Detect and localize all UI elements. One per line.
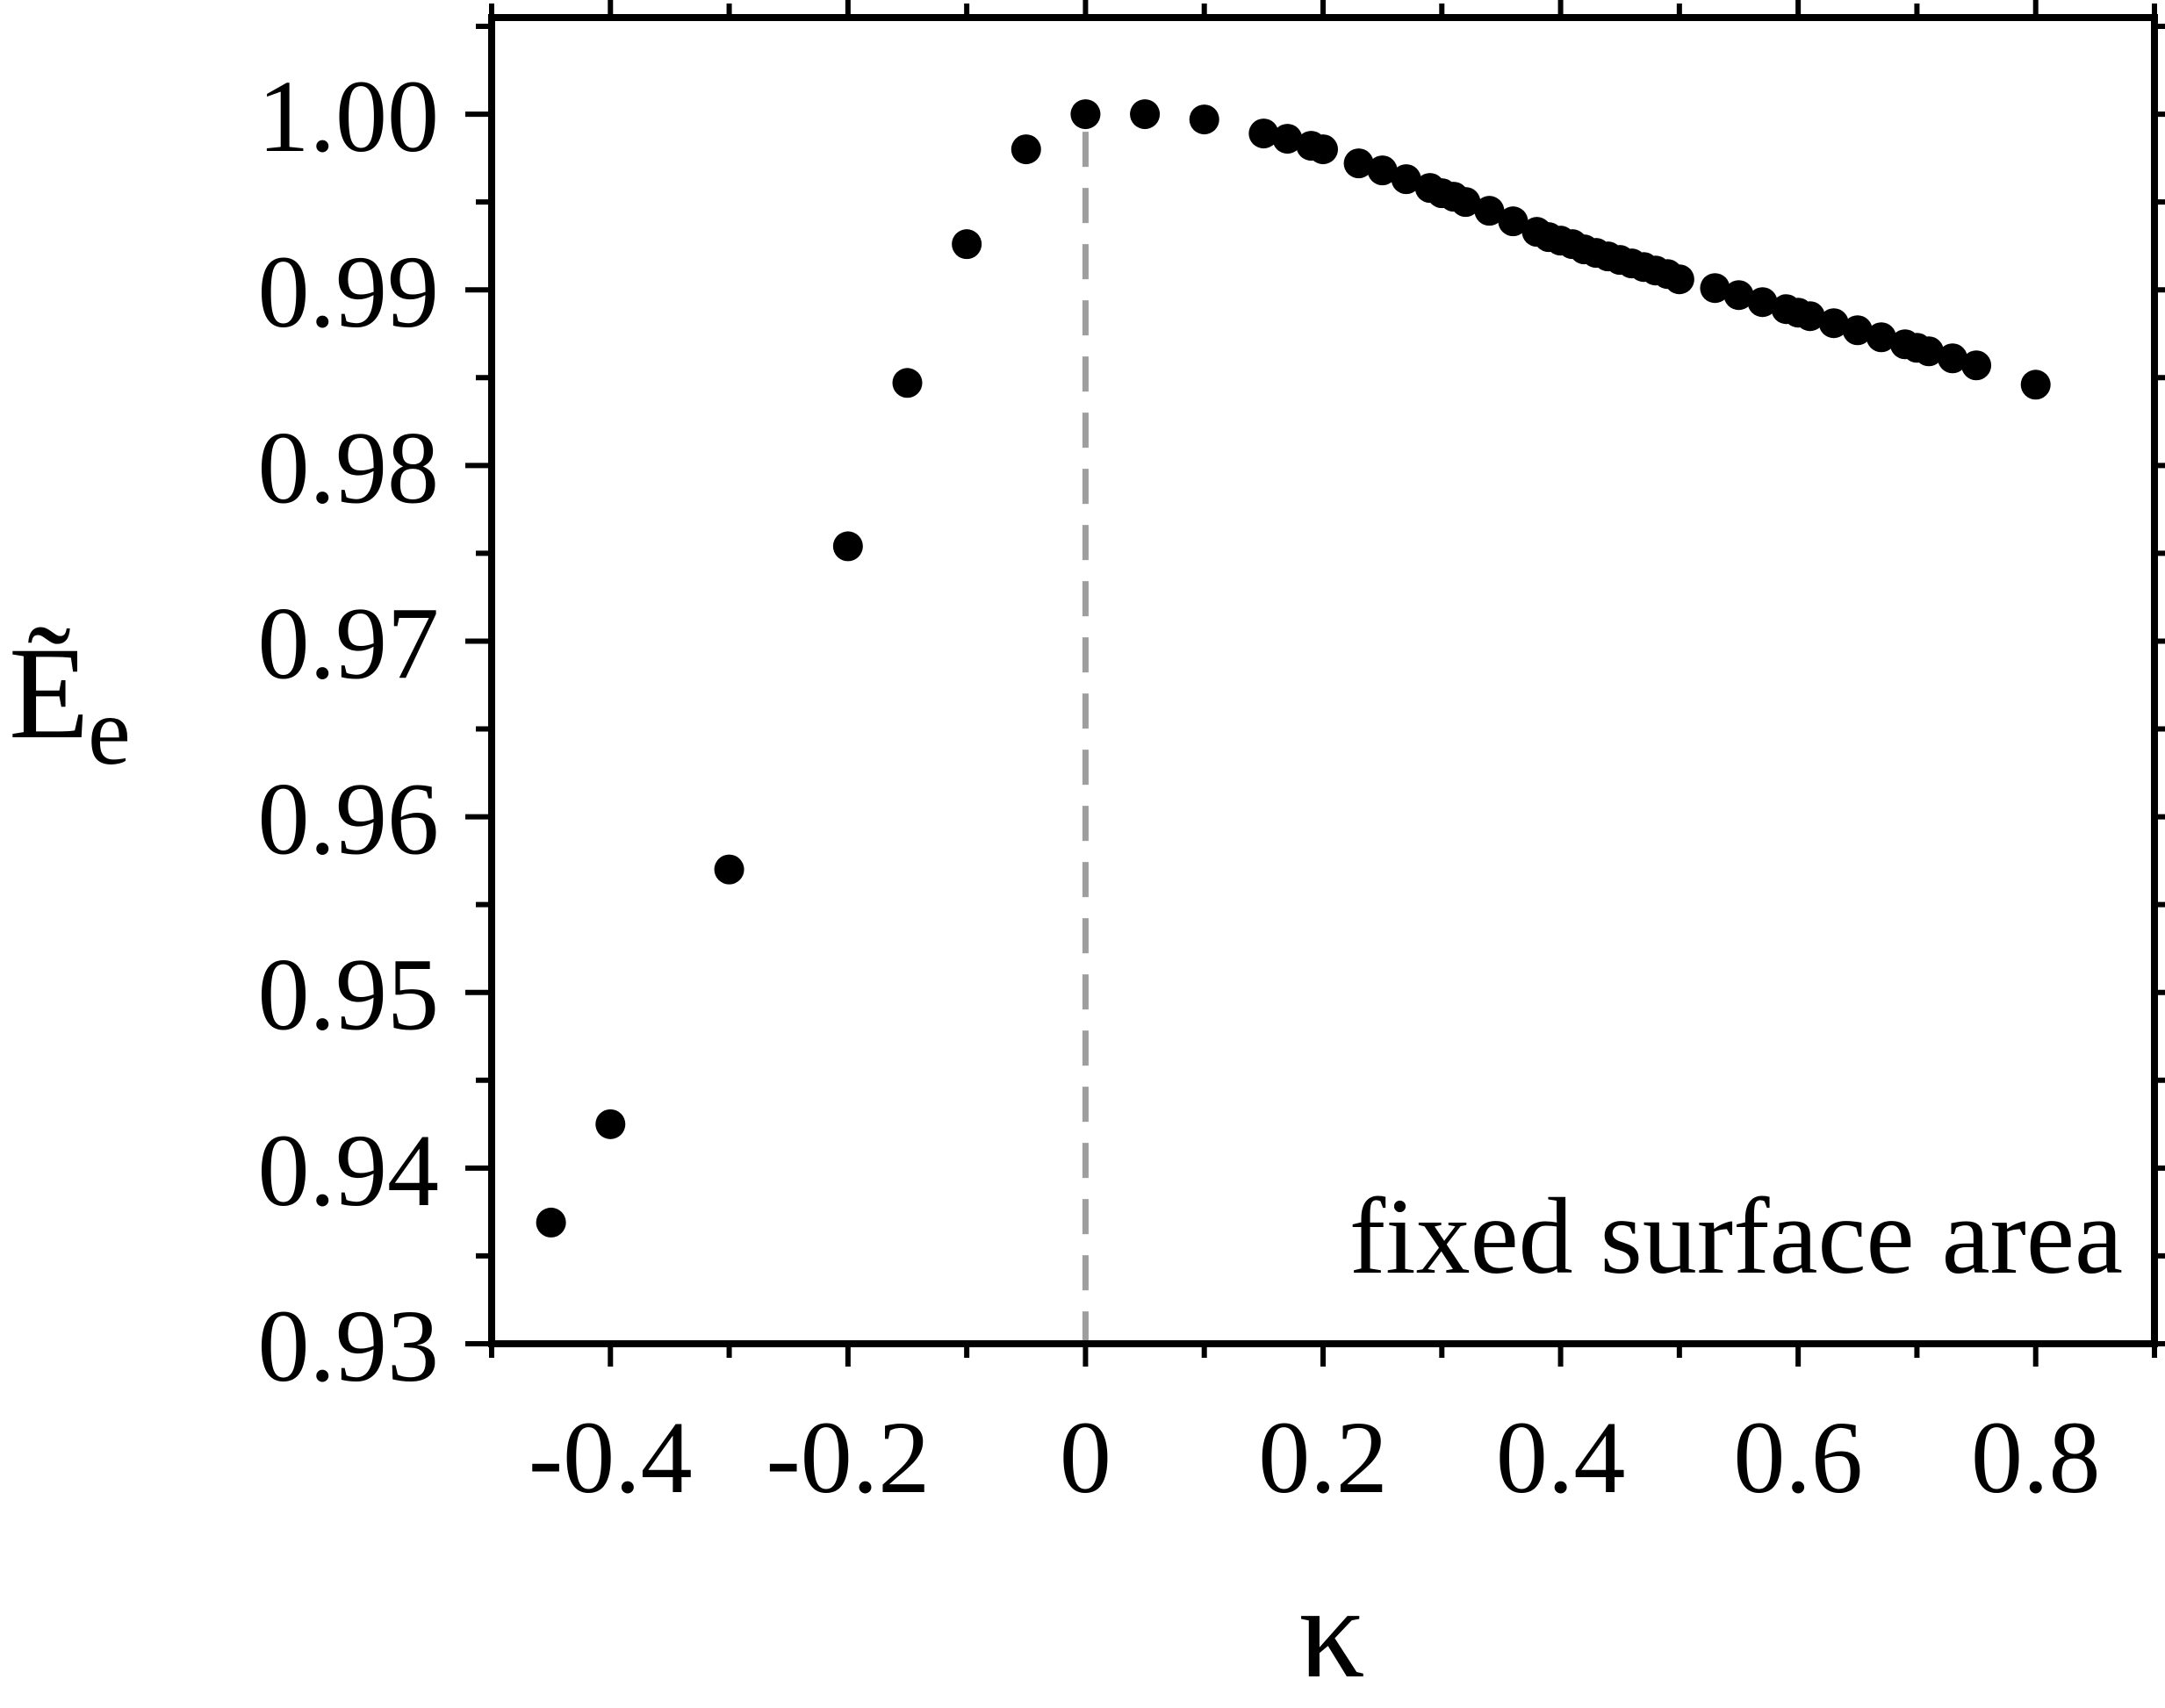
annotation-fixed-surface-area: fixed surface area: [1349, 1176, 2123, 1296]
data-point: [1700, 273, 1730, 304]
x-tick-label: -0.2: [766, 1400, 930, 1515]
data-point: [1343, 148, 1374, 179]
data-point: [1866, 322, 1896, 353]
x-tick-label: 0.4: [1496, 1400, 1626, 1515]
x-tick-label: 0.2: [1258, 1400, 1388, 1515]
x-tick-label: -0.4: [529, 1400, 693, 1515]
y-tick-label: 0.93: [258, 1288, 440, 1403]
data-point: [1723, 280, 1754, 311]
data-point: [892, 368, 923, 398]
data-point: [1747, 287, 1778, 318]
data-point: [1272, 124, 1303, 154]
x-axis-ticks: [489, 0, 2157, 1367]
data-point: [1308, 134, 1338, 165]
y-tick-label: 0.97: [258, 585, 440, 700]
y-tick-label: 0.96: [258, 762, 440, 877]
data-point: [952, 229, 982, 260]
data-point: [1938, 343, 1968, 374]
data-point: [1842, 315, 1873, 346]
data-point: [714, 854, 744, 885]
data-point: [1664, 264, 1694, 295]
data-point: [1189, 104, 1219, 135]
data-point: [1961, 350, 1992, 381]
y-tick-label: 0.99: [258, 234, 440, 349]
y-axis-tick-labels: 0.93 0.94 0.95 0.96 0.97 0.98 0.99 1.00: [258, 59, 440, 1403]
data-point: [1474, 196, 1505, 226]
plot-frame: [488, 14, 2158, 1347]
data-point: [595, 1109, 626, 1139]
data-point: [1130, 99, 1161, 130]
y-tick-label: 0.98: [258, 410, 440, 525]
y-axis-ticks: [465, 24, 2165, 1346]
data-point: [1367, 155, 1398, 186]
data-point: [1498, 206, 1528, 237]
data-point: [1913, 336, 1944, 367]
x-tick-label: 0.8: [1971, 1400, 2101, 1515]
data-point: [1795, 301, 1825, 332]
y-axis-title-main: Ẽ: [9, 621, 90, 766]
y-tick-label: 1.00: [258, 59, 440, 174]
x-tick-label: 0.6: [1733, 1400, 1863, 1515]
data-point: [536, 1207, 566, 1238]
data-point: [1818, 308, 1849, 339]
y-axis-title: Ẽ e: [9, 621, 131, 785]
data-point: [1450, 187, 1481, 218]
data-point: [1070, 99, 1101, 130]
data-point: [1248, 118, 1279, 149]
y-tick-label: 0.94: [258, 1113, 440, 1228]
data-point: [1391, 164, 1421, 195]
x-axis-title: κ: [1298, 1560, 1365, 1705]
x-tick-label: 0: [1060, 1400, 1111, 1515]
y-tick-label: 0.95: [258, 937, 440, 1052]
y-axis-title-subscript: e: [88, 678, 131, 785]
data-point: [1011, 134, 1041, 165]
data-point: [832, 531, 863, 562]
data-points: [536, 99, 2051, 1238]
x-axis-tick-labels: -0.4 -0.2 0 0.2 0.4 0.6 0.8: [529, 1400, 2101, 1515]
data-point: [2020, 370, 2051, 400]
